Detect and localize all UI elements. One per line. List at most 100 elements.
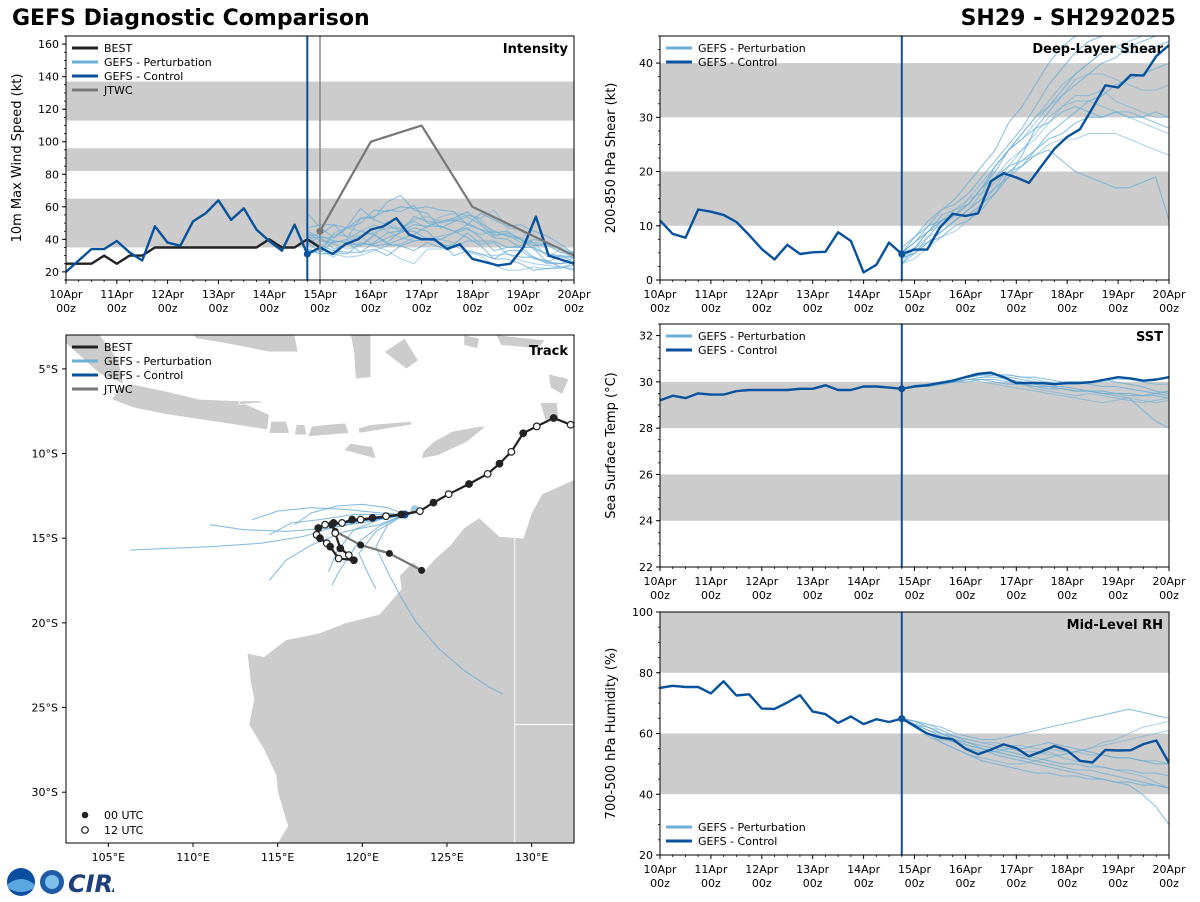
sst-ytick-label: 24 — [639, 515, 653, 528]
flores-land — [358, 421, 412, 434]
rh-gefs-control-line — [660, 680, 1169, 764]
shear-perturbation-line — [901, 40, 1169, 265]
rh-threshold-band — [660, 612, 1169, 673]
track-best-point-12utc — [532, 422, 541, 431]
intensity-xtick-label-line: 17Apr — [405, 288, 439, 301]
track-best-point-12utc — [334, 554, 343, 563]
storm-id: SH29 - SH292025 — [960, 6, 1176, 31]
shear-xtick-label: 19Apr 00z — [1102, 288, 1136, 315]
track-legend-label: JTWC — [103, 383, 133, 396]
track-frame — [65, 334, 575, 844]
rh-xtick-label: 19Apr 00z — [1102, 863, 1136, 890]
rh-ytick-label: 80 — [639, 667, 653, 680]
track-xtick-label: 110°E — [176, 851, 209, 864]
intensity-legend-label: BEST — [104, 42, 132, 55]
intensity-control-init-point — [303, 250, 311, 258]
intensity-ytick-label: 140 — [38, 71, 59, 84]
sst-ytick-label: 26 — [639, 468, 653, 481]
track-perturbation-line — [294, 503, 405, 526]
intensity-jtwc-init-point — [316, 227, 324, 235]
sst-xtick-label-line: 15Apr — [898, 575, 932, 588]
rh-xtick-label-line: 00z — [1057, 877, 1077, 890]
shear-xtick-label-line: 11Apr — [694, 288, 728, 301]
track-best-point-12utc — [344, 551, 353, 560]
intensity-ytick-label: 20 — [45, 266, 59, 279]
track-best-point-00utc — [314, 524, 323, 532]
shear-xtick-label: 13Apr 00z — [796, 288, 830, 315]
sst-xtick-label-line: 00z — [752, 589, 772, 602]
rh-xtick-label: 20Apr 00z — [1152, 863, 1186, 890]
rh-xtick-label-line: 00z — [1006, 877, 1026, 890]
sst-xtick-label-line: 11Apr — [694, 575, 728, 588]
track-best-point-00utc — [348, 515, 357, 524]
page-title: GEFS Diagnostic Comparison — [12, 6, 370, 31]
intensity-xtick-label: 16Apr 00z — [354, 288, 388, 315]
shear-perturbation-line — [901, 36, 1169, 254]
noaa-logo-icon: CIRA — [7, 868, 132, 898]
rh-xtick-label: 10Apr 00z — [643, 863, 677, 890]
sst-control-init-point — [898, 385, 906, 393]
intensity-ytick-label: 60 — [45, 201, 59, 214]
rh-xtick-label-line: 00z — [752, 877, 772, 890]
sst-plot-area — [660, 371, 1169, 521]
rh-xtick-label-line: 11Apr — [694, 863, 728, 876]
track-best-point-12utc — [356, 515, 365, 524]
java-land — [111, 383, 270, 431]
sst-ytick-label: 28 — [639, 422, 653, 435]
sst-xtick-label-line: 19Apr — [1102, 575, 1136, 588]
intensity-xtick-label-line: 20Apr — [557, 288, 591, 301]
shear-xtick-label-line: 13Apr — [796, 288, 830, 301]
intensity-perturbation-line — [307, 230, 574, 268]
sst-xtick-label-line: 00z — [1057, 589, 1077, 602]
cira-logo-text: CIRA — [68, 870, 114, 898]
shear-xtick-label-line: 00z — [803, 302, 823, 315]
intensity-ylabel: 10m Max Wind Speed (kt) — [10, 74, 25, 243]
track-ytick-label: 20°S — [32, 617, 58, 630]
intensity-ytick-label: 100 — [38, 136, 59, 149]
sst-xtick-label-line: 00z — [650, 589, 670, 602]
rh-xtick-label-line: 13Apr — [796, 863, 830, 876]
rh-xtick-label-line: 00z — [1108, 877, 1128, 890]
shear-xtick-label: 11Apr 00z — [694, 288, 728, 315]
intensity-xtick-label: 20Apr 00z — [557, 288, 591, 315]
intensity-xtick-label-line: 15Apr — [303, 288, 337, 301]
australia-land — [246, 479, 574, 843]
track-best-point-12utc — [331, 529, 340, 538]
track-best-point-12utc — [483, 469, 492, 478]
track-jtwc-point — [418, 566, 426, 574]
intensity-jtwc-line — [319, 124, 574, 257]
sst-xtick-label: 13Apr 00z — [796, 575, 830, 602]
sst-legend-label: GEFS - Perturbation — [698, 330, 806, 343]
track-jtwc-point — [385, 549, 393, 557]
track-best-point-12utc — [507, 447, 516, 456]
rh-xtick-label-line: 12Apr — [745, 863, 779, 876]
track-ytick-label: 15°S — [32, 532, 58, 545]
rh-xtick-label-line: 17Apr — [1000, 863, 1034, 876]
track-legend-00utc-marker — [81, 811, 89, 819]
sst-xtick-label-line: 00z — [701, 589, 721, 602]
sulawesi-land — [350, 335, 372, 380]
sst-xtick-label-line: 16Apr — [949, 575, 983, 588]
shear-xtick-label-line: 00z — [1057, 302, 1077, 315]
shear-legend-label: GEFS - Perturbation — [698, 42, 806, 55]
intensity-title: Intensity — [503, 42, 569, 57]
sst-xtick-label-line: 00z — [803, 589, 823, 602]
rh-legend-label: GEFS - Control — [698, 835, 777, 848]
intensity-xtick-label-line: 10Apr — [49, 288, 83, 301]
track-xtick-label: 120°E — [346, 851, 379, 864]
track-best-point-00utc — [549, 414, 558, 422]
track-panel: 105°E 110°E 115°E 120°E 125°E 130°E 5°S 10°S 15°… — [32, 334, 575, 864]
intensity-best-line — [66, 238, 321, 265]
shear-ytick-label: 20 — [639, 166, 653, 179]
track-best-point-12utc — [338, 519, 346, 527]
intensity-xtick-label-line: 00z — [56, 302, 76, 315]
rh-xtick-label: 14Apr 00z — [847, 863, 881, 890]
rh-perturbation-line — [901, 717, 1169, 765]
shear-ytick-label: 40 — [639, 57, 653, 70]
intensity-xtick-label-line: 14Apr — [253, 288, 287, 301]
sst-threshold-band — [660, 474, 1169, 521]
track-best-point-00utc — [495, 459, 504, 468]
shear-xtick-label-line: 00z — [854, 302, 874, 315]
